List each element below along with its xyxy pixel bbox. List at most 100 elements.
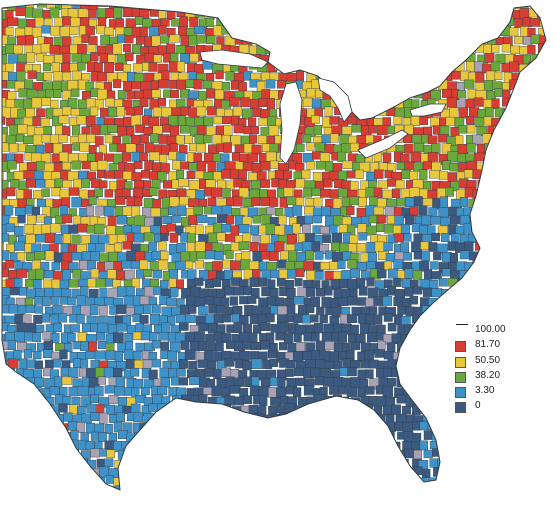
county-cell [540, 106, 546, 117]
county-cell [377, 180, 389, 189]
county-cell [332, 251, 343, 262]
county-cell [158, 25, 167, 35]
county-cell [485, 269, 495, 278]
county-cell [51, 477, 61, 487]
county-cell [338, 424, 349, 433]
county-cell [152, 270, 162, 279]
county-cell [113, 367, 123, 378]
county-cell [113, 7, 123, 19]
county-cell [52, 304, 63, 314]
county-cell [512, 413, 523, 424]
county-cell [322, 234, 331, 243]
county-cell [81, 251, 92, 261]
county-cell [411, 349, 421, 360]
county-cell [367, 287, 379, 298]
county-cell [196, 215, 208, 224]
county-cell [116, 322, 127, 332]
county-cell [397, 341, 406, 353]
county-cell [411, 223, 421, 233]
county-cell [31, 97, 42, 109]
county-cell [522, 271, 531, 281]
county-cell [149, 187, 158, 197]
county-cell [95, 278, 107, 288]
county-cell [481, 171, 492, 183]
county-cell [2, 10, 7, 21]
county-cell [284, 424, 295, 433]
county-cell [188, 143, 198, 152]
county-cell [441, 430, 451, 442]
county-cell [34, 468, 44, 479]
county-cell [341, 143, 352, 154]
county-cell [431, 397, 440, 407]
county-cell [384, 170, 394, 179]
county-cell [205, 430, 215, 441]
county-cell [27, 487, 38, 490]
county-cell [72, 485, 83, 490]
county-cell [8, 143, 19, 153]
county-cell [14, 386, 24, 397]
county-cell [550, 306, 556, 315]
county-cell [222, 188, 231, 199]
county-cell [229, 296, 238, 306]
county-cell [474, 9, 485, 20]
county-cell [2, 485, 10, 490]
county-cell [249, 314, 258, 324]
county-cell [124, 52, 134, 62]
county-cell [213, 116, 223, 125]
county-cell [496, 216, 505, 228]
county-cell [240, 206, 249, 216]
county-cell [53, 143, 63, 154]
county-cell [267, 26, 276, 35]
county-cell [537, 496, 545, 505]
county-cell [536, 243, 546, 252]
county-cell [365, 99, 377, 109]
county-cell [63, 487, 73, 490]
county-cell [160, 208, 169, 217]
county-cell [270, 377, 279, 387]
county-cell [536, 458, 546, 469]
county-cell [242, 360, 252, 371]
county-cell [332, 487, 343, 490]
county-cell [193, 153, 203, 163]
county-cell [536, 80, 546, 91]
county-cell [509, 457, 519, 466]
county-cell [233, 72, 245, 83]
county-cell [410, 115, 420, 126]
county-cell [275, 45, 286, 56]
county-cell [106, 269, 117, 280]
county-cell [238, 476, 249, 485]
county-cell [46, 467, 56, 479]
county-cell [490, 475, 500, 484]
county-cell [26, 89, 37, 99]
county-cell [409, 62, 419, 73]
county-cell [224, 395, 235, 406]
county-cell [512, 430, 522, 439]
county-cell [31, 206, 40, 217]
county-cell [323, 377, 334, 387]
county-cell [465, 441, 475, 451]
county-cell [404, 71, 413, 82]
county-cell [465, 296, 475, 305]
county-cell [51, 459, 62, 470]
county-cell [475, 4, 485, 9]
county-cell [250, 468, 260, 478]
county-cell [541, 431, 546, 441]
county-cell [202, 421, 213, 432]
county-cell [169, 269, 178, 280]
county-cell [34, 170, 44, 180]
county-cell [72, 4, 81, 9]
county-cell [162, 124, 171, 133]
county-cell [348, 45, 358, 55]
county-cell [547, 352, 556, 361]
county-cell [126, 449, 138, 459]
county-cell [140, 134, 149, 144]
county-cell [451, 233, 460, 243]
county-cell [347, 80, 358, 89]
county-cell [32, 134, 43, 146]
county-cell [9, 450, 20, 461]
county-cell [80, 432, 89, 442]
county-cell [351, 124, 362, 133]
county-cell [61, 376, 73, 385]
county-cell [413, 286, 423, 295]
county-cell [355, 334, 366, 344]
